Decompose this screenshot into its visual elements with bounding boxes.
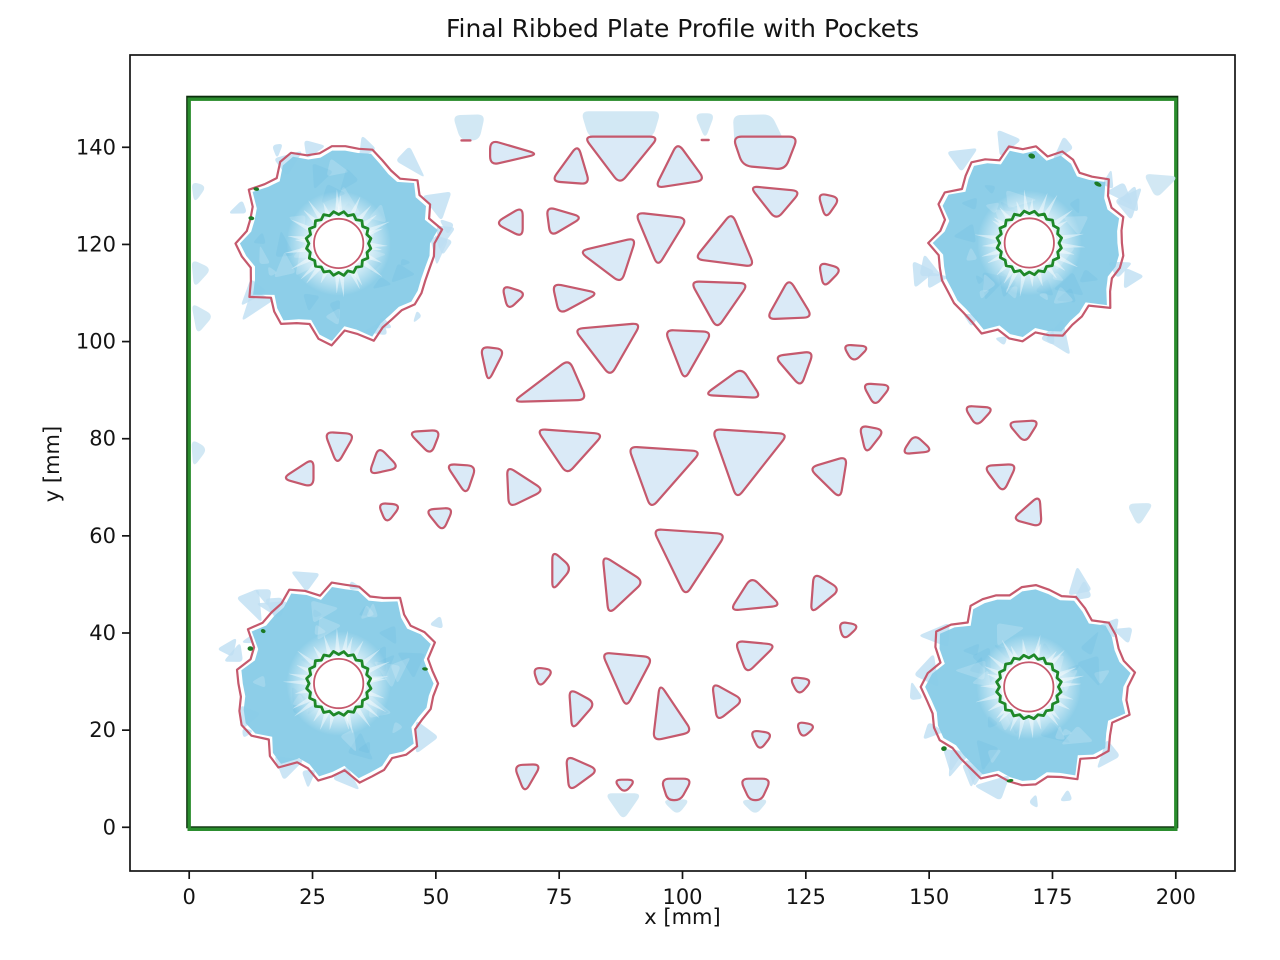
svg-text:120: 120 (76, 232, 116, 256)
svg-text:20: 20 (89, 718, 116, 742)
svg-text:175: 175 (1032, 885, 1072, 909)
svg-text:75: 75 (546, 885, 573, 909)
svg-text:0: 0 (103, 815, 116, 839)
svg-text:125: 125 (786, 885, 826, 909)
svg-text:0: 0 (183, 885, 196, 909)
svg-text:60: 60 (89, 524, 116, 548)
chart-title: Final Ribbed Plate Profile with Pockets (446, 14, 919, 43)
svg-text:40: 40 (89, 621, 116, 645)
svg-text:50: 50 (422, 885, 449, 909)
x-axis-label: x [mm] (644, 905, 721, 929)
svg-text:100: 100 (76, 330, 116, 354)
svg-text:200: 200 (1156, 885, 1196, 909)
svg-text:100: 100 (662, 885, 702, 909)
svg-text:25: 25 (299, 885, 326, 909)
svg-text:150: 150 (909, 885, 949, 909)
svg-text:140: 140 (76, 135, 116, 159)
svg-text:80: 80 (89, 427, 116, 451)
